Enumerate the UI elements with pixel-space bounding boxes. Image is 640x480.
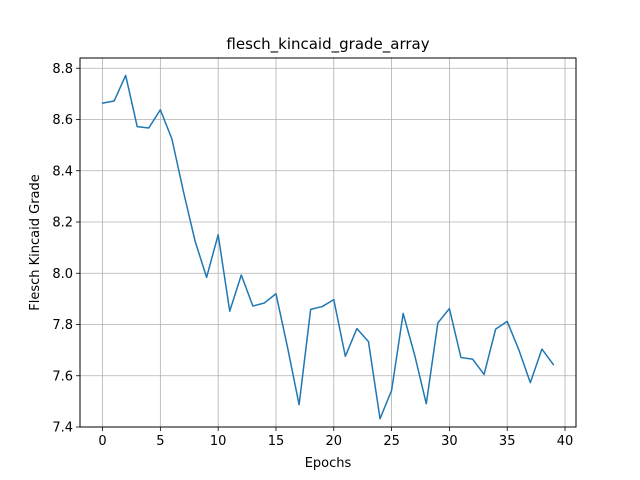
data-point: [321, 305, 323, 307]
x-tick-label: 15: [268, 434, 285, 449]
y-tick-label: 8.0: [52, 267, 73, 282]
y-tick-label: 8.6: [52, 113, 73, 128]
data-point: [344, 355, 346, 357]
data-point: [541, 348, 543, 350]
x-tick-label: 40: [557, 434, 574, 449]
data-point: [182, 191, 184, 193]
data-point: [483, 373, 485, 375]
y-tick-label: 8.8: [52, 62, 73, 77]
data-point: [263, 302, 265, 304]
y-tick-label: 7.4: [52, 421, 73, 436]
data-point: [529, 381, 531, 383]
x-tick-label: 5: [156, 434, 164, 449]
data-point: [402, 312, 404, 314]
data-point: [552, 364, 554, 366]
data-point: [448, 307, 450, 309]
x-tick-label: 10: [210, 434, 227, 449]
y-tick-label: 7.6: [52, 369, 73, 384]
data-point: [309, 308, 311, 310]
data-point: [159, 109, 161, 111]
y-tick-label: 8.2: [52, 216, 73, 231]
data-point: [414, 354, 416, 356]
data-point: [275, 293, 277, 295]
grid-layer: [80, 58, 576, 428]
line-layer: [101, 74, 555, 420]
x-tick-label: 0: [98, 434, 106, 449]
data-point: [194, 240, 196, 242]
data-point: [367, 340, 369, 342]
data-point: [437, 322, 439, 324]
data-point: [494, 328, 496, 330]
data-point: [205, 276, 207, 278]
data-point: [113, 100, 115, 102]
chart-title: flesch_kincaid_grade_array: [226, 35, 429, 54]
data-point: [471, 358, 473, 360]
data-point: [136, 125, 138, 127]
y-tick-label: 7.8: [52, 318, 73, 333]
data-line-series: [101, 74, 555, 420]
data-point: [425, 402, 427, 404]
y-axis-label: Flesch Kincaid Grade: [28, 174, 43, 311]
data-point: [460, 356, 462, 358]
x-tick-label: 20: [326, 434, 343, 449]
data-point: [390, 389, 392, 391]
data-point: [148, 127, 150, 129]
data-point: [229, 310, 231, 312]
data-point: [379, 418, 381, 420]
data-point: [518, 348, 520, 350]
x-tick-label: 30: [441, 434, 458, 449]
data-point: [101, 102, 103, 104]
data-point: [298, 404, 300, 406]
tick-layer: 0 5 10 15 20 25 30 35 40 7.4 7.6 7.8 8.0 8.2 8.4 8.6 8.8: [52, 62, 573, 449]
data-point: [124, 74, 126, 76]
y-tick-label: 8.4: [52, 164, 73, 179]
data-point: [356, 327, 358, 329]
data-point: [217, 234, 219, 236]
plot-frame: [79, 57, 577, 428]
data-point: [506, 320, 508, 322]
data-point: [240, 274, 242, 276]
data-point: [252, 305, 254, 307]
data-point: [286, 346, 288, 348]
data-point: [333, 298, 335, 300]
x-tick-label: 25: [383, 434, 400, 449]
data-point: [171, 138, 173, 140]
x-tick-label: 35: [499, 434, 516, 449]
x-axis-label: Epochs: [305, 456, 352, 471]
